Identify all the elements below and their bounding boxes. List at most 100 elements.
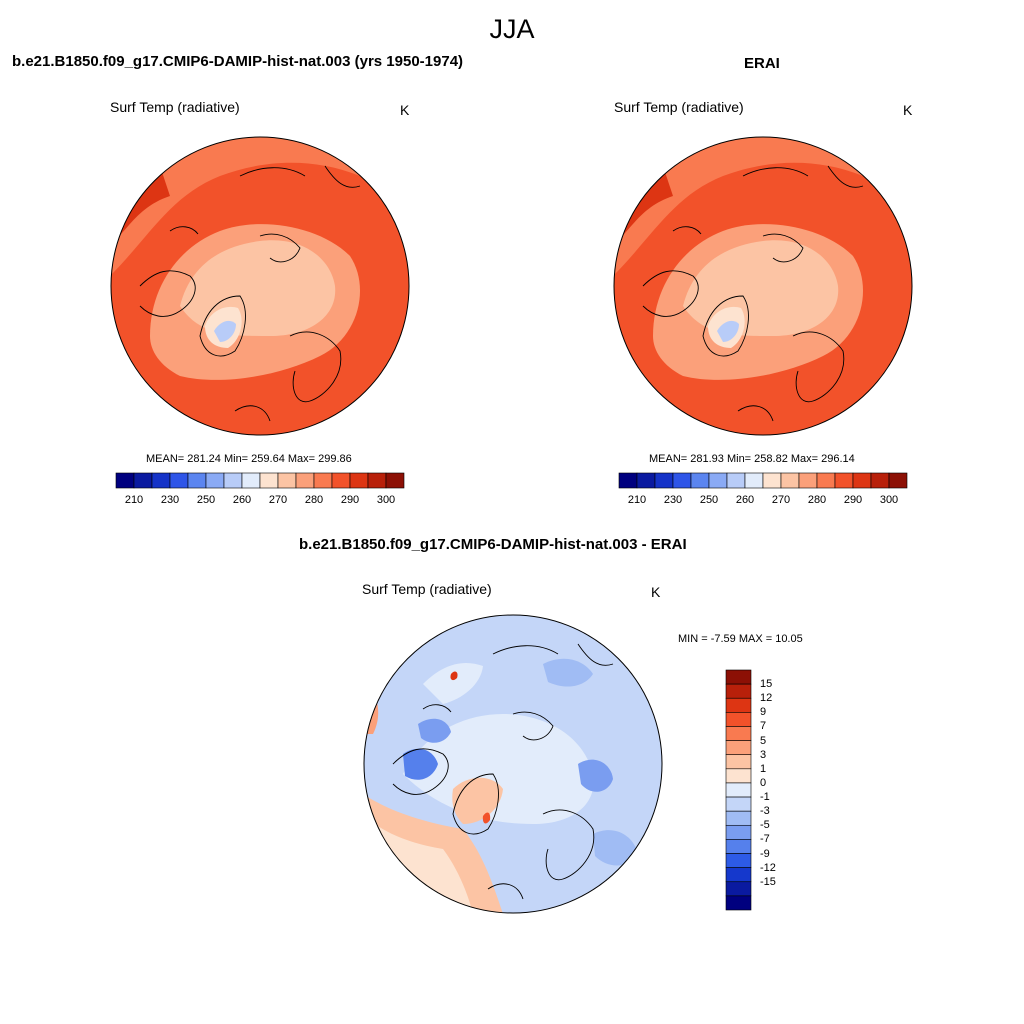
units-label-diff: K — [651, 584, 661, 600]
colorbar-swatch — [725, 824, 752, 840]
colorbar-ticks-model: 210 230 250 260 270 280 290 300 — [116, 494, 404, 508]
colorbar-tick-label: 230 — [663, 494, 683, 506]
colorbar-obs — [618, 472, 908, 489]
colorbar-tick-label: -3 — [760, 805, 770, 818]
variable-label-diff: Surf Temp (radiative) — [362, 581, 492, 597]
colorbar-swatch — [331, 472, 351, 489]
variable-label-obs: Surf Temp (radiative) — [614, 99, 744, 115]
colorbar-swatch — [690, 472, 710, 489]
colorbar-ticks-diff: 15 12 9 7 5 3 1 0 -1 -3 -5 -7 -9 -12 -15 — [760, 670, 800, 910]
colorbar-swatch — [241, 472, 261, 489]
panel-title-obs: ERAI — [744, 55, 780, 72]
colorbar-tick-label: 290 — [843, 494, 863, 506]
colorbar-swatch — [762, 472, 782, 489]
polar-map-model — [110, 136, 410, 436]
colorbar-swatch — [618, 472, 638, 489]
colorbar-swatch — [744, 472, 764, 489]
colorbar-tick-label: 300 — [879, 494, 899, 506]
colorbar-swatch — [708, 472, 728, 489]
colorbar-swatch — [187, 472, 207, 489]
figure-title: JJA — [489, 14, 535, 44]
colorbar-swatch — [223, 472, 243, 489]
colorbar-tick-label: 250 — [196, 494, 216, 506]
colorbar-tick-label: -1 — [760, 791, 770, 804]
colorbar-swatch — [295, 472, 315, 489]
colorbar-tick-label: 260 — [232, 494, 252, 506]
colorbar-swatch — [780, 472, 800, 489]
colorbar-ticks-obs: 210 230 250 260 270 280 290 300 — [619, 494, 907, 508]
panel-title-model: b.e21.B1850.f09_g17.CMIP6-DAMIP-hist-nat… — [12, 53, 464, 70]
colorbar-swatch — [259, 472, 279, 489]
colorbar-tick-label: 270 — [771, 494, 791, 506]
colorbar-swatch — [725, 867, 752, 883]
colorbar-swatch — [725, 669, 752, 685]
colorbar-swatch — [672, 472, 692, 489]
colorbar-swatch — [725, 740, 752, 756]
polar-map-obs — [613, 136, 913, 436]
colorbar-tick-label: 12 — [760, 692, 773, 705]
colorbar-tick-label: 5 — [760, 734, 767, 747]
colorbar-swatch — [151, 472, 171, 489]
colorbar-swatch — [349, 472, 369, 489]
colorbar-tick-label: 260 — [735, 494, 755, 506]
colorbar-swatch — [169, 472, 189, 489]
colorbar-swatch — [725, 796, 752, 812]
colorbar-swatch — [725, 810, 752, 826]
colorbar-swatch — [205, 472, 225, 489]
colorbar-tick-label: 210 — [124, 494, 144, 506]
variable-label-model: Surf Temp (radiative) — [110, 99, 240, 115]
colorbar-swatch — [888, 472, 908, 489]
colorbar-swatch — [367, 472, 387, 489]
colorbar-swatch — [852, 472, 872, 489]
colorbar-swatch — [385, 472, 405, 489]
colorbar-swatch — [834, 472, 854, 489]
colorbar-tick-label: -7 — [760, 833, 770, 846]
colorbar-tick-label: 280 — [304, 494, 324, 506]
colorbar-tick-label: -12 — [760, 861, 776, 874]
colorbar-tick-label: 7 — [760, 720, 767, 733]
colorbar-swatch — [133, 472, 153, 489]
colorbar-swatch — [725, 683, 752, 699]
units-label-model: K — [400, 102, 410, 118]
colorbar-swatch — [725, 726, 752, 741]
colorbar-tick-label: -9 — [760, 847, 770, 860]
colorbar-swatch — [725, 782, 752, 798]
polar-map-diff — [363, 614, 663, 914]
stats-text-diff: MIN = -7.59 MAX = 10.05 — [678, 633, 803, 645]
colorbar-tick-label: 250 — [699, 494, 719, 506]
colorbar-tick-label: 300 — [376, 494, 396, 506]
colorbar-swatch — [277, 472, 297, 489]
colorbar-swatch — [725, 712, 752, 727]
colorbar-tick-label: 9 — [760, 706, 767, 719]
colorbar-swatch — [725, 768, 752, 784]
colorbar-swatch — [816, 472, 836, 489]
colorbar-tick-label: 1 — [760, 762, 767, 775]
colorbar-swatch — [798, 472, 818, 489]
colorbar-swatch — [870, 472, 890, 489]
colorbar-swatch — [726, 472, 746, 489]
stats-text-model: MEAN= 281.24 Min= 259.64 Max= 299.86 — [146, 453, 352, 465]
colorbar-tick-label: 0 — [760, 776, 767, 789]
colorbar-swatch — [636, 472, 656, 489]
colorbar-tick-label: -15 — [760, 875, 776, 888]
colorbar-tick-label: 230 — [160, 494, 180, 506]
colorbar-tick-label: 290 — [340, 494, 360, 506]
colorbar-tick-label: 15 — [760, 678, 773, 691]
colorbar-swatch — [725, 754, 752, 770]
colorbar-swatch — [725, 895, 752, 911]
colorbar-tick-label: 280 — [807, 494, 827, 506]
colorbar-model — [115, 472, 405, 489]
colorbar-tick-label: 3 — [760, 748, 767, 761]
colorbar-swatch — [654, 472, 674, 489]
colorbar-tick-label: 210 — [627, 494, 647, 506]
colorbar-swatch — [725, 853, 752, 868]
colorbar-swatch — [313, 472, 333, 489]
stats-text-obs: MEAN= 281.93 Min= 258.82 Max= 296.14 — [649, 453, 855, 465]
colorbar-tick-label: 270 — [268, 494, 288, 506]
colorbar-tick-label: -5 — [760, 819, 770, 832]
colorbar-diff — [725, 669, 752, 911]
units-label-obs: K — [903, 102, 913, 118]
colorbar-swatch — [725, 839, 752, 854]
panel-title-diff: b.e21.B1850.f09_g17.CMIP6-DAMIP-hist-nat… — [299, 536, 687, 553]
colorbar-swatch — [115, 472, 135, 489]
